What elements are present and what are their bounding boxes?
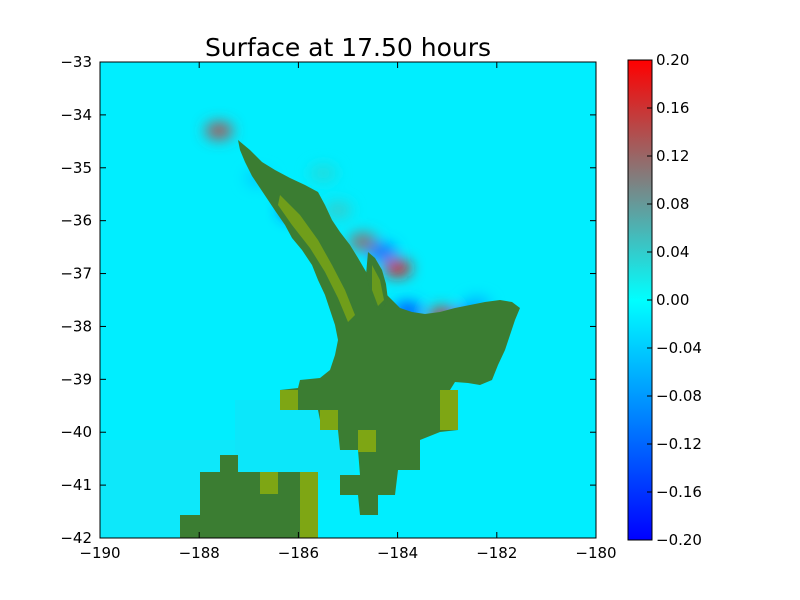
y-tick-label: −37 <box>60 265 92 283</box>
land-west-block <box>220 455 238 475</box>
x-axis: −190 −188 −186 −184 −182 −180 <box>79 62 617 562</box>
anomaly-blob <box>383 259 412 278</box>
land-highlight <box>280 390 298 410</box>
land-highlight <box>358 430 376 452</box>
y-tick-label: −42 <box>60 529 92 547</box>
land-highlight <box>300 472 318 538</box>
y-tick-label: −39 <box>60 370 92 388</box>
colorbar-tick-label: −0.08 <box>656 387 702 405</box>
y-tick-label: −38 <box>60 317 92 335</box>
anomaly-blob <box>205 121 234 140</box>
plot-frame <box>99 61 597 539</box>
y-axis: −33 −34 −35 −36 −37 −38 −39 −40 −41 −42 <box>60 53 596 547</box>
x-tick-label: −180 <box>575 544 616 562</box>
colorbar-tick-label: −0.20 <box>656 531 702 549</box>
x-tick-label: −188 <box>179 544 220 562</box>
y-tick-label: −40 <box>60 423 92 441</box>
plot-area <box>100 62 596 538</box>
colorbar-tick-label: −0.04 <box>656 339 702 357</box>
x-tick-label: −184 <box>377 544 418 562</box>
colorbar-tick-label: 0.04 <box>656 243 689 261</box>
colorbar-tick-label: 0.12 <box>656 147 689 165</box>
y-tick-label: −41 <box>60 476 92 494</box>
colorbar: 0.20 0.16 0.12 0.08 0.04 0.00 −0.04 −0.08 −0.12 −… <box>627 51 702 549</box>
x-tick-label: −182 <box>476 544 517 562</box>
colorbar-tick-label: −0.12 <box>656 435 702 453</box>
colorbar-tick-label: 0.16 <box>656 99 689 117</box>
anomaly-blob <box>368 243 397 262</box>
anomaly-blob <box>348 232 377 251</box>
land-highlight-ridge <box>278 195 355 322</box>
land-mass <box>180 140 520 538</box>
land-highlight <box>260 472 278 494</box>
colorbar-tick-label: 0.00 <box>656 291 689 309</box>
y-tick-label: −33 <box>60 53 92 71</box>
chart-title: Surface at 17.50 hours <box>205 33 491 62</box>
colorbar-tick-label: −0.16 <box>656 483 702 501</box>
colorbar-tick-label: 0.08 <box>656 195 689 213</box>
anomaly-blob <box>324 201 353 220</box>
colorbar-tick-label: 0.20 <box>656 51 689 69</box>
land-southwest-2 <box>180 515 220 538</box>
land-highlight <box>320 410 338 430</box>
land-highlight-ridge <box>372 265 384 306</box>
colorbar-ticks: 0.20 0.16 0.12 0.08 0.04 0.00 −0.04 −0.08 −0.12 −… <box>647 51 702 549</box>
x-tick-label: −186 <box>278 544 319 562</box>
land-highlight <box>440 390 458 430</box>
y-tick-label: −36 <box>60 212 92 230</box>
y-tick-label: −35 <box>60 159 92 177</box>
x-tick-label: −190 <box>79 544 120 562</box>
anomaly-blob <box>309 164 338 183</box>
y-tick-label: −34 <box>60 106 92 124</box>
